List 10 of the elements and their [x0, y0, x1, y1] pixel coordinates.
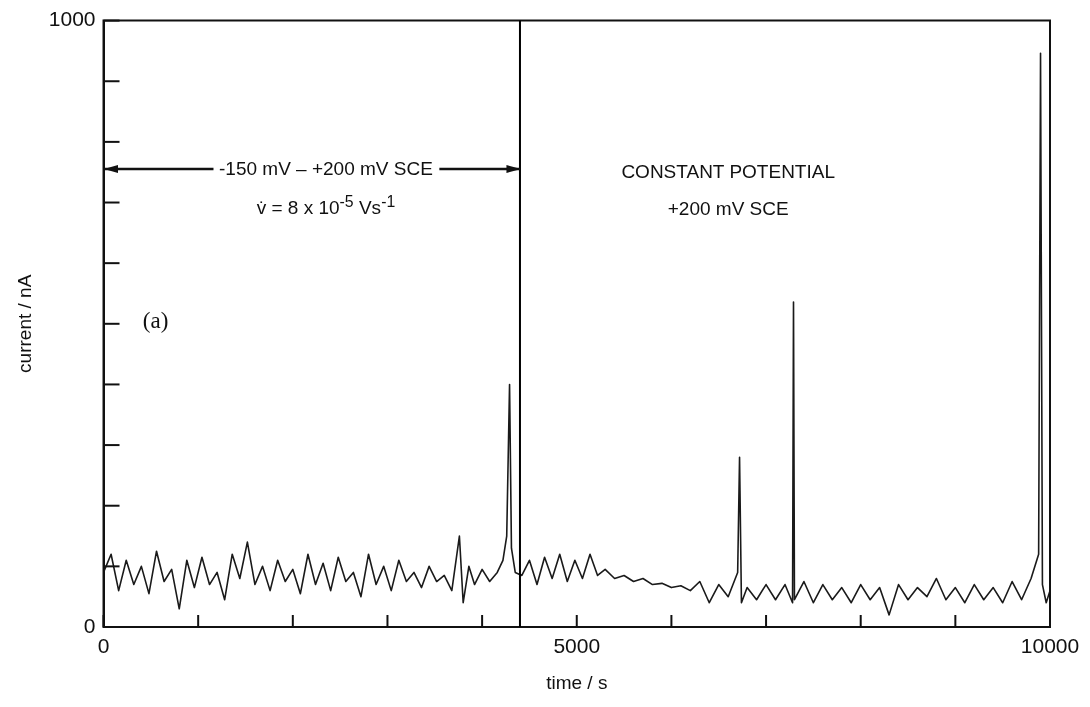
annotation: CONSTANT POTENTIAL	[621, 161, 835, 184]
annotation: -150 mV – +200 mV SCE	[219, 158, 433, 181]
y-axis-title: current / nA	[13, 274, 35, 373]
y-tick-label: 1000	[48, 7, 96, 31]
x-tick-label: 5000	[553, 634, 601, 658]
annotation: +200 mV SCE	[667, 197, 789, 220]
x-axis-title: time / s	[546, 671, 608, 693]
annotation: (a)	[142, 307, 169, 334]
annotation: v̇ = 8 x 10$^{-5}$ Vs$^{-1}$	[256, 192, 396, 219]
x-tick-label: 10000	[1020, 634, 1080, 658]
